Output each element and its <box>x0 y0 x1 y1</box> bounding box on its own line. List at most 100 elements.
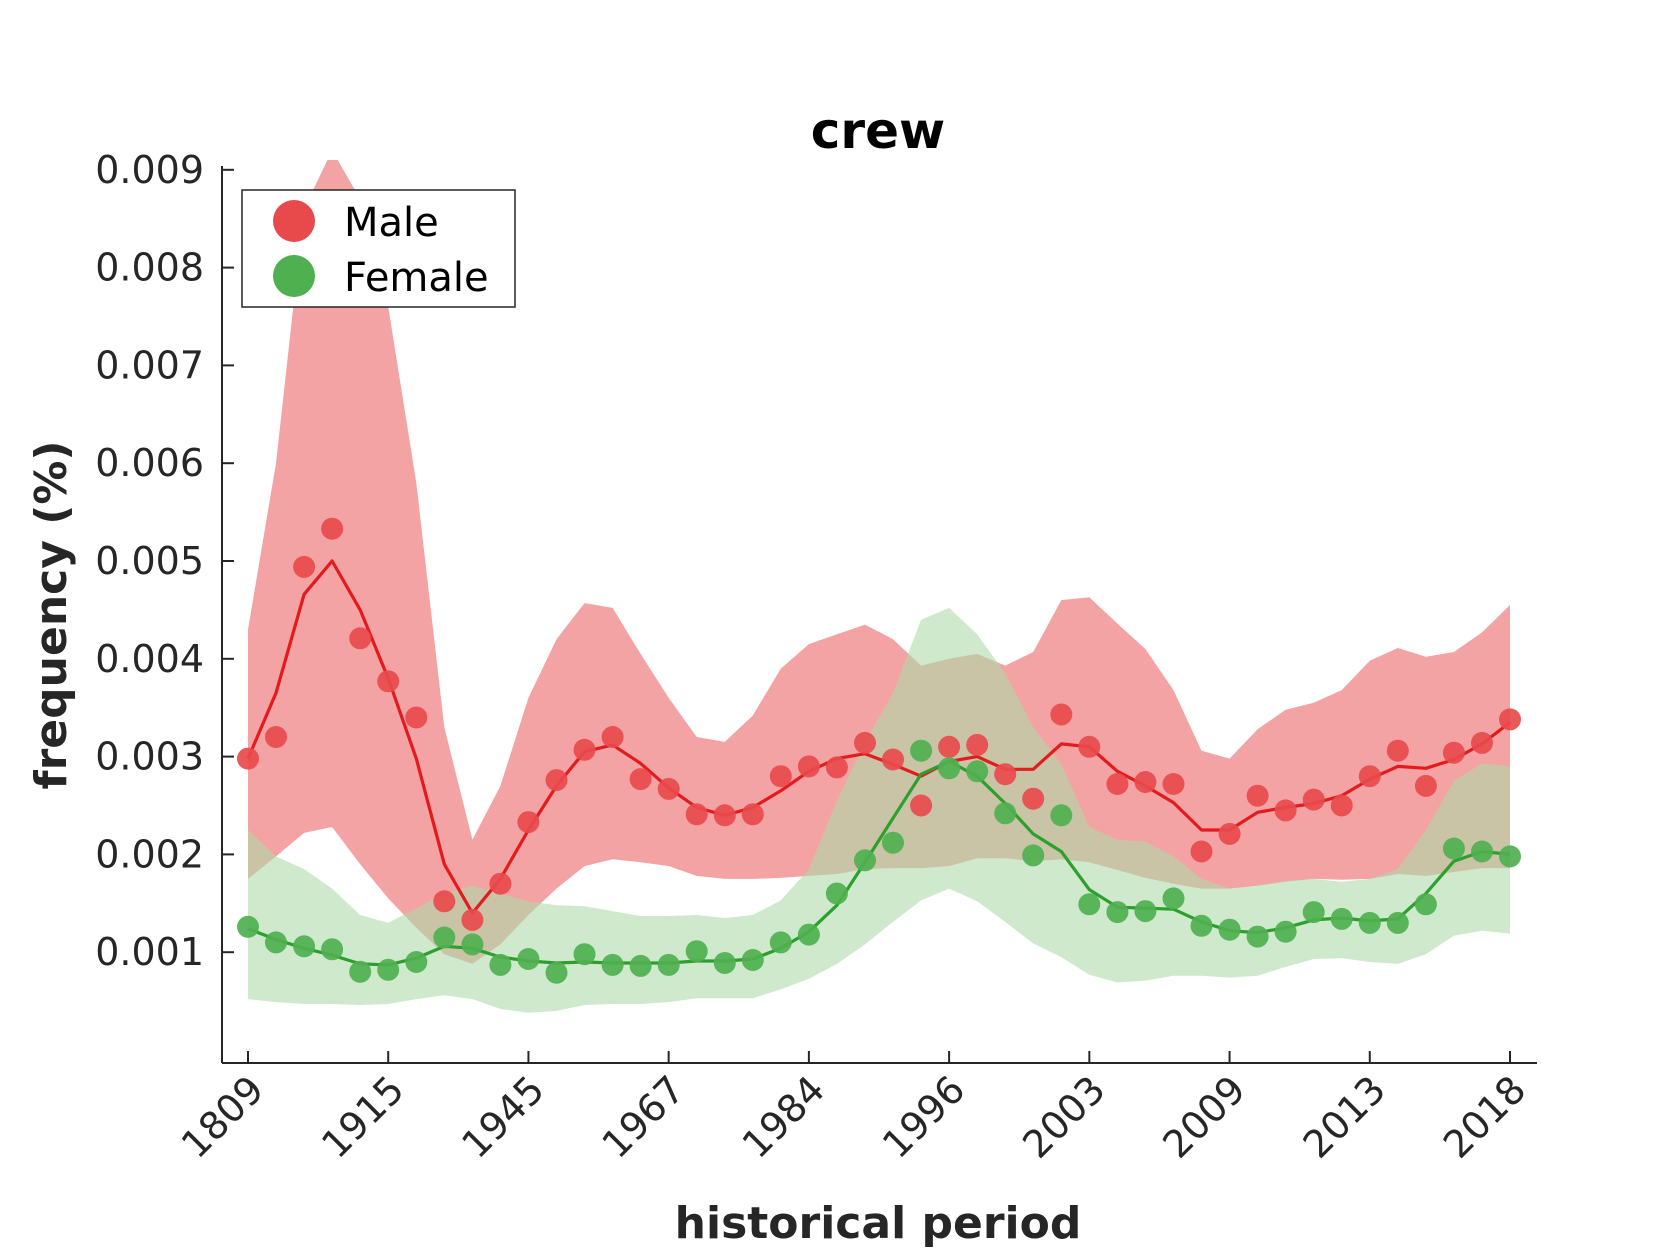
point-male <box>966 733 989 756</box>
point-male <box>882 748 904 771</box>
point-male <box>1022 787 1045 810</box>
legend-label-female: Female <box>344 255 489 301</box>
point-male <box>825 756 848 779</box>
point-male <box>797 755 820 778</box>
band-female <box>248 607 1510 1013</box>
point-female <box>321 938 344 961</box>
point-male <box>1274 799 1297 822</box>
axes <box>221 166 1537 1064</box>
point-male <box>1218 822 1241 845</box>
point-male <box>685 803 708 826</box>
y-tick-label: 0.001 <box>95 930 204 974</box>
point-male <box>1134 771 1157 793</box>
point-male <box>1162 773 1185 795</box>
y-tick-label: 0.006 <box>95 441 204 485</box>
point-male <box>741 803 764 826</box>
chart-title: crew <box>811 102 945 160</box>
point-male <box>601 726 624 748</box>
point-male <box>489 872 512 895</box>
point-female <box>1471 840 1493 863</box>
point-female <box>713 952 736 974</box>
point-female <box>938 757 961 780</box>
point-male <box>1358 765 1381 788</box>
point-female <box>1190 914 1213 937</box>
point-female <box>573 943 596 966</box>
point-male <box>1386 739 1409 762</box>
point-female <box>910 739 933 762</box>
point-female <box>1162 887 1185 910</box>
y-tick-label: 0.007 <box>95 343 204 387</box>
point-male <box>1050 703 1073 726</box>
y-tick-label: 0.008 <box>95 246 204 290</box>
point-female <box>1302 901 1325 924</box>
point-male <box>994 763 1017 786</box>
point-female <box>1134 900 1157 923</box>
point-male <box>377 670 400 693</box>
legend-marker-female <box>273 255 315 297</box>
legend-marker-male <box>273 200 315 242</box>
data-points <box>237 517 1521 984</box>
point-female <box>1386 911 1409 934</box>
y-tick-label: 0.002 <box>95 832 204 876</box>
x-axis-label: historical period <box>675 1198 1082 1249</box>
point-female <box>1330 907 1353 930</box>
point-female <box>1499 845 1521 868</box>
point-male <box>1414 774 1437 797</box>
point-male <box>349 627 372 650</box>
point-female <box>657 953 680 976</box>
y-ticks: 0.001 0.002 0.003 0.004 0.005 0.006 0.007 0.008… <box>95 148 234 974</box>
point-male <box>1471 731 1493 754</box>
point-male <box>321 517 344 540</box>
point-female <box>349 960 372 983</box>
point-male <box>854 731 876 754</box>
point-male <box>545 769 568 792</box>
point-female <box>265 931 287 954</box>
trend-lines <box>246 559 1511 967</box>
point-female <box>1022 844 1045 867</box>
point-male <box>1442 741 1465 764</box>
line-female <box>247 759 1511 967</box>
point-female <box>1050 804 1073 827</box>
point-male <box>1330 794 1353 817</box>
point-male <box>910 794 933 817</box>
point-female <box>882 831 904 854</box>
band-male <box>248 160 1510 964</box>
point-female <box>769 931 792 954</box>
point-male <box>1078 735 1101 758</box>
y-tick-label: 0.009 <box>95 148 204 192</box>
point-female <box>433 926 456 949</box>
point-female <box>601 953 624 976</box>
point-male <box>713 804 736 827</box>
point-female <box>1414 893 1437 916</box>
point-male <box>237 747 259 770</box>
point-male <box>938 735 961 758</box>
point-male <box>265 726 287 748</box>
point-male <box>1246 784 1269 807</box>
legend-label-male: Male <box>344 200 439 246</box>
point-female <box>1106 901 1129 924</box>
point-male <box>769 765 792 788</box>
line-male <box>246 559 1511 915</box>
point-female <box>1246 925 1269 948</box>
point-male <box>657 777 680 800</box>
y-tick-label: 0.005 <box>95 539 204 583</box>
point-male <box>1106 773 1129 795</box>
confidence-bands <box>248 160 1510 1013</box>
point-female <box>1274 920 1297 943</box>
point-female <box>825 882 848 905</box>
y-tick-label: 0.003 <box>95 735 204 779</box>
point-female <box>966 760 989 783</box>
point-male <box>405 706 428 729</box>
point-male <box>573 738 596 761</box>
point-female <box>854 849 876 872</box>
point-male <box>1190 840 1213 863</box>
point-female <box>1078 893 1101 916</box>
point-female <box>517 948 540 970</box>
point-male <box>293 555 316 578</box>
point-female <box>685 940 708 963</box>
point-female <box>994 802 1017 825</box>
legend: Male Female <box>241 189 516 308</box>
point-male <box>1499 708 1521 731</box>
point-female <box>1358 911 1381 934</box>
point-male <box>1302 788 1325 811</box>
